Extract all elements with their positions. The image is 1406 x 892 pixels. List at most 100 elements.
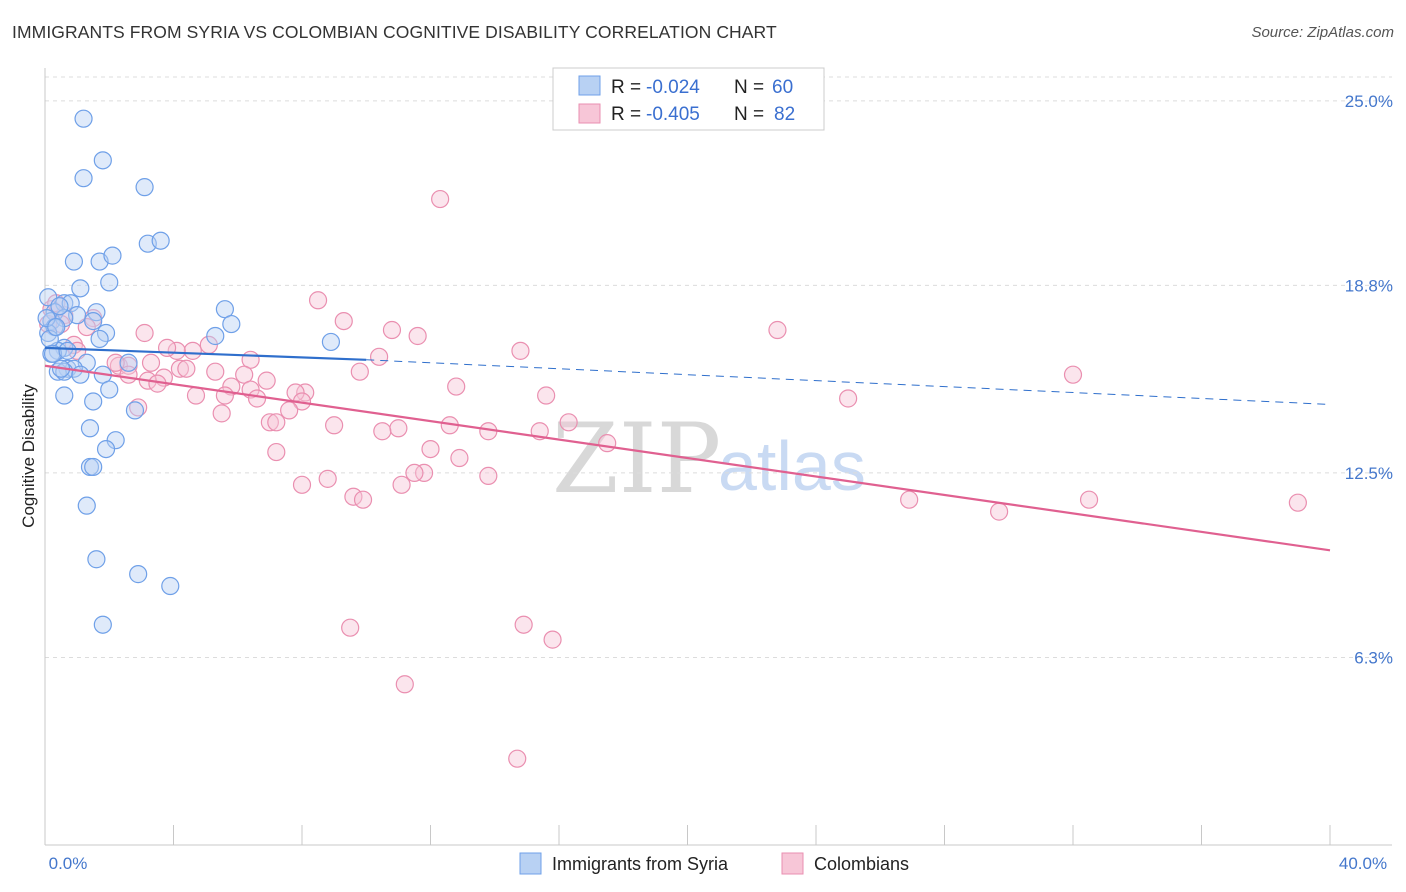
legend-colombia-r-value: -0.405 (646, 104, 700, 125)
colombian-point (351, 363, 368, 380)
colombian-point (390, 420, 407, 437)
legend-syria-r-value: -0.024 (646, 77, 700, 98)
syria-point (48, 319, 65, 336)
syria-point (223, 316, 240, 333)
legend-swatch-colombia (579, 104, 600, 123)
syria-point (75, 170, 92, 187)
syria-point (56, 387, 73, 404)
colombian-point (159, 339, 176, 356)
y-tick-label: 18.8% (1345, 276, 1393, 295)
bottom-legend-swatch-syria (520, 853, 541, 874)
colombian-point (1289, 494, 1306, 511)
y-tick-label: 25.0% (1345, 92, 1393, 111)
y-tick-label: 6.3% (1354, 648, 1393, 667)
legend-colombia-r-label: R = (611, 104, 641, 125)
colombian-point (769, 322, 786, 339)
legend-syria-n-label: N = (734, 77, 764, 98)
colombian-point (599, 435, 616, 452)
colombian-point (249, 390, 266, 407)
syria-point (207, 327, 224, 344)
colombian-point (396, 676, 413, 693)
y-tick-labels: 6.3% 12.5% 18.8% 25.0% (1345, 92, 1393, 668)
legend-colombia-n-label: N = (734, 104, 764, 125)
series-legend: Immigrants from Syria Colombians (520, 853, 909, 874)
syria-point (152, 232, 169, 249)
colombian-point (184, 342, 201, 359)
colombian-point (448, 378, 465, 395)
syria-point (51, 298, 68, 315)
colombian-point (509, 750, 526, 767)
colombian-point (422, 441, 439, 458)
legend-colombia-n-value: 82 (774, 104, 795, 125)
y-axis-label: Cognitive Disability (19, 384, 38, 528)
syria-point (59, 342, 76, 359)
colombia-trend-line (45, 366, 1330, 551)
correlation-legend: R = -0.024 N = 60 R = -0.405 N = 82 (553, 68, 824, 130)
colombian-point (538, 387, 555, 404)
colombian-point (451, 450, 468, 467)
syria-point (104, 247, 121, 264)
colombian-point (406, 464, 423, 481)
colombian-point (1081, 491, 1098, 508)
colombian-point (178, 360, 195, 377)
colombian-point (515, 616, 532, 633)
syria-point (81, 420, 98, 437)
colombian-point (143, 354, 160, 371)
syria-point (94, 152, 111, 169)
legend-swatch-syria (579, 76, 600, 95)
bottom-legend-colombia: Colombians (814, 854, 909, 874)
syria-point (85, 393, 102, 410)
syria-point (130, 566, 147, 583)
colombian-point (281, 402, 298, 419)
syria-point (75, 110, 92, 127)
colombian-point (310, 292, 327, 309)
colombian-point (326, 417, 343, 434)
colombian-point (393, 476, 410, 493)
colombian-point (319, 470, 336, 487)
syria-point (94, 616, 111, 633)
colombian-point (544, 631, 561, 648)
x-tick-label-start: 0.0% (49, 854, 88, 873)
colombian-point (268, 444, 285, 461)
colombian-point (216, 387, 233, 404)
syria-point (78, 497, 95, 514)
syria-point (72, 280, 89, 297)
y-tick-label: 12.5% (1345, 464, 1393, 483)
colombian-point (355, 491, 372, 508)
colombian-point (136, 325, 153, 342)
colombian-point (213, 405, 230, 422)
colombian-point (1065, 366, 1082, 383)
colombian-point (840, 390, 857, 407)
legend-syria-r-label: R = (611, 77, 641, 98)
syria-point (136, 179, 153, 196)
colombian-point (991, 503, 1008, 520)
syria-point (322, 333, 339, 350)
colombian-point (207, 363, 224, 380)
colombian-point (512, 342, 529, 359)
syria-point (91, 330, 108, 347)
colombian-point (258, 372, 275, 389)
colombian-point (409, 327, 426, 344)
colombian-point (342, 619, 359, 636)
colombian-point (480, 467, 497, 484)
bottom-legend-swatch-colombia (782, 853, 803, 874)
colombian-point (901, 491, 918, 508)
syria-point (88, 551, 105, 568)
legend-syria-n-value: 60 (772, 77, 793, 98)
bottom-legend-syria: Immigrants from Syria (552, 854, 729, 874)
colombian-point (294, 476, 311, 493)
syria-point (101, 274, 118, 291)
syria-point (120, 354, 137, 371)
colombian-point (335, 313, 352, 330)
colombian-point (383, 322, 400, 339)
colombian-point (374, 423, 391, 440)
syria-point (98, 441, 115, 458)
x-tick-label-end: 40.0% (1339, 854, 1387, 873)
colombian-point (268, 414, 285, 431)
syria-point (85, 458, 102, 475)
syria-point (85, 313, 102, 330)
colombian-point (371, 348, 388, 365)
scatter-chart: ZIP atlas 6.3%12.5%18.8%25.0% 0.0% 40.0% … (0, 0, 1406, 892)
colombian-point (432, 191, 449, 208)
syria-point (65, 253, 82, 270)
